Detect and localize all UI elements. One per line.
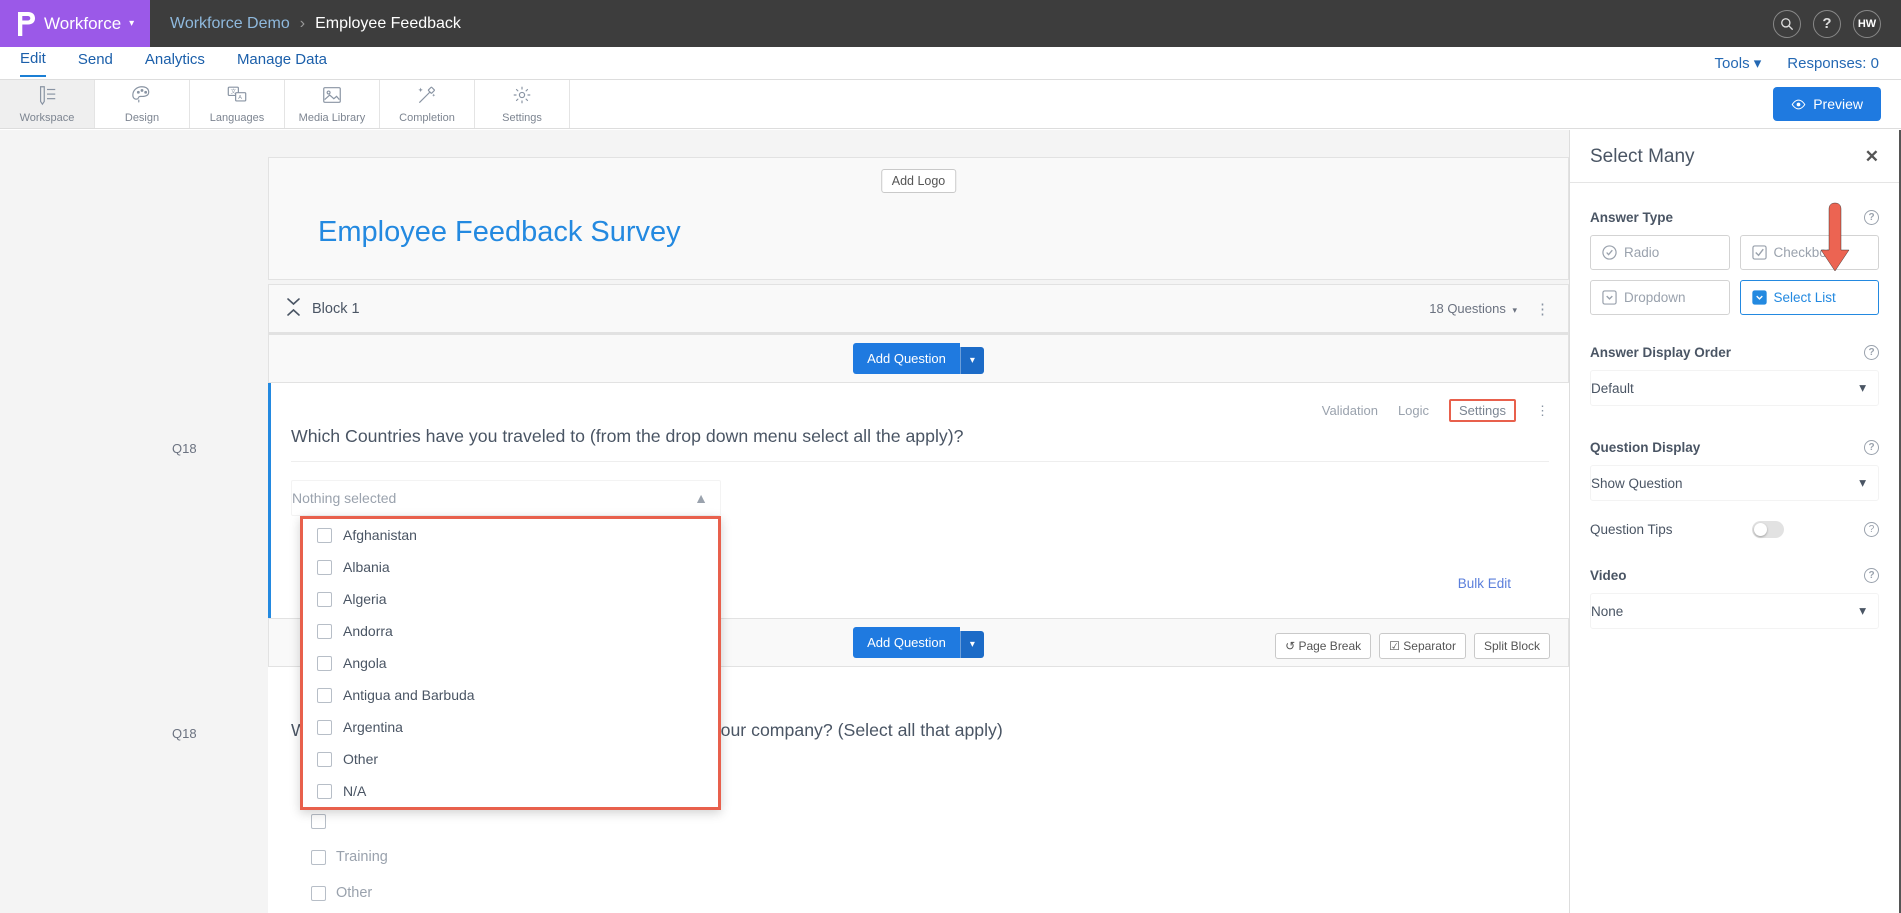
svg-text:A: A	[238, 95, 242, 101]
